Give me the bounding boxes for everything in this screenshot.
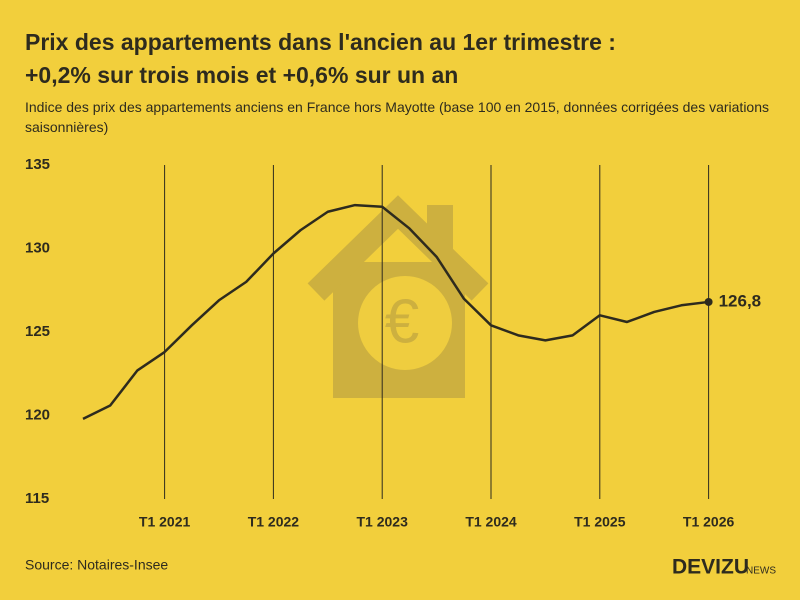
brand: DEVIZU: [672, 556, 749, 579]
chart-title: +0,2% sur trois mois et +0,6% sur un an: [25, 62, 458, 88]
x-tick-label: T1 2021: [139, 514, 191, 530]
x-tick-label: T1 2022: [248, 514, 300, 530]
end-point: [704, 297, 713, 306]
house-icon: €: [307, 195, 489, 398]
value-label: 126,8: [719, 291, 762, 310]
x-tick-label: T1 2023: [357, 514, 409, 530]
x-tick-label: T1 2026: [683, 514, 735, 530]
svg-text:€: €: [385, 287, 419, 356]
x-tick-label: T1 2024: [465, 514, 517, 530]
subtitle-box: Indice des prix des appartements anciens…: [25, 99, 769, 135]
y-tick-label: 115: [25, 490, 49, 507]
y-tick-label: 125: [25, 323, 50, 340]
y-tick-label: 135: [25, 156, 50, 173]
y-tick-label: 130: [25, 239, 50, 256]
source: Source: Notaires-Insee: [25, 557, 168, 573]
y-tick-label: 120: [25, 406, 50, 423]
line: [82, 203, 709, 420]
chart-title: Prix des appartements dans l'ancien au 1…: [25, 29, 616, 55]
chart-subtitle: Indice des prix des appartements anciens…: [25, 99, 769, 135]
brand-suffix: NEWS: [746, 566, 776, 577]
x-tick-label: T1 2025: [574, 514, 626, 530]
